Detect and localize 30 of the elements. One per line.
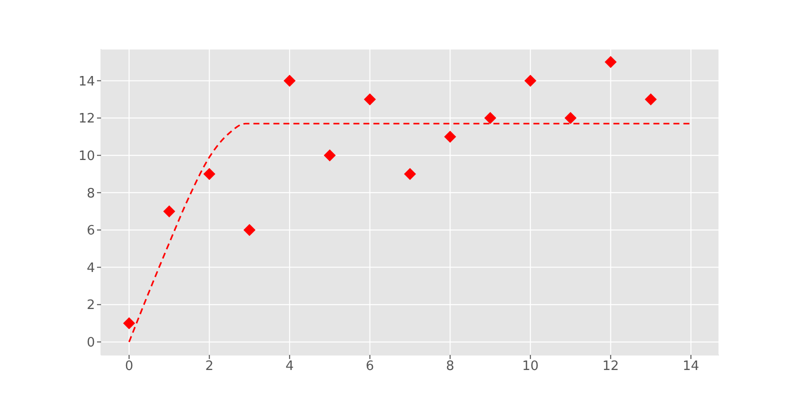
- y-tick-label: 14: [78, 74, 95, 90]
- point: [284, 74, 296, 87]
- x-tick-label: 0: [124, 359, 134, 374]
- y-tick-label: 12: [78, 112, 95, 127]
- point: [364, 93, 376, 106]
- point: [484, 112, 496, 124]
- point: [243, 224, 256, 236]
- y-tick-label: 6: [86, 224, 95, 239]
- x-tick-label: 8: [446, 359, 454, 374]
- point: [404, 168, 416, 180]
- point: [444, 130, 456, 143]
- point: [203, 168, 216, 180]
- y-tick-label: 10: [78, 148, 95, 164]
- x-tick-label: 10: [522, 359, 539, 374]
- point: [564, 112, 577, 124]
- x-tick-label: 12: [602, 359, 619, 374]
- point: [163, 205, 176, 218]
- y-tick-label: 8: [86, 186, 95, 202]
- point: [524, 74, 536, 87]
- x-tick-label: 4: [285, 359, 294, 374]
- point: [644, 93, 657, 106]
- point: [324, 149, 336, 162]
- y-tick-label: 4: [86, 260, 95, 276]
- x-tick-label: 14: [682, 359, 700, 374]
- x-tick-label: 6: [366, 359, 374, 374]
- y-tick-label: 0: [86, 336, 95, 351]
- point: [604, 56, 617, 68]
- point: [123, 317, 136, 330]
- y-tick-label: 2: [86, 298, 95, 314]
- x-tick-label: 2: [205, 359, 214, 374]
